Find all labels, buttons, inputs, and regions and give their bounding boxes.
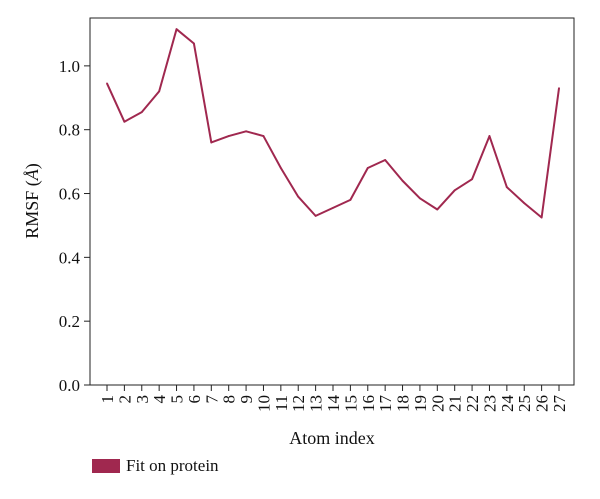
data-point: [558, 87, 560, 89]
data-point: [141, 111, 143, 113]
x-tick-label: 21: [446, 395, 465, 412]
y-tick-label: 1.0: [59, 57, 80, 76]
data-point: [297, 196, 299, 198]
data-point: [263, 135, 265, 137]
data-point: [193, 43, 195, 45]
data-point: [436, 209, 438, 211]
data-point: [228, 135, 230, 137]
data-point: [210, 142, 212, 144]
y-axis-title-text: RMSF (: [22, 180, 43, 239]
plot-frame: [90, 18, 574, 385]
data-point: [245, 130, 247, 132]
series-line-fit-on-protein: [107, 29, 559, 217]
x-tick-label: 26: [533, 395, 552, 412]
x-tick-label: 3: [133, 395, 152, 404]
legend-label: Fit on protein: [126, 456, 219, 475]
x-tick-label: 11: [272, 395, 291, 411]
data-point: [367, 167, 369, 169]
x-tick-label: 8: [220, 395, 239, 404]
data-point: [123, 121, 125, 123]
data-point: [176, 28, 178, 30]
data-point: [471, 178, 473, 180]
data-point: [506, 186, 508, 188]
data-point: [402, 180, 404, 182]
data-point: [315, 215, 317, 217]
x-tick-label: 2: [115, 395, 134, 404]
x-tick-label: 18: [394, 395, 413, 412]
data-point: [419, 197, 421, 199]
y-axis-ticks: 0.0 0.2 0.4 0.6 0.8 1.0: [59, 57, 90, 395]
x-tick-label: 24: [498, 395, 517, 413]
x-tick-label: 19: [411, 395, 430, 412]
x-tick-label: 20: [428, 395, 447, 412]
y-axis-title: RMSF (Å): [22, 163, 43, 239]
x-tick-label: 27: [550, 395, 569, 413]
data-point: [384, 159, 386, 161]
legend: Fit on protein: [92, 456, 219, 475]
x-tick-label: 6: [185, 395, 204, 404]
y-tick-label: 0.0: [59, 376, 80, 395]
y-tick-label: 0.6: [59, 185, 80, 204]
data-point: [541, 217, 543, 219]
data-point: [454, 189, 456, 191]
data-point: [106, 83, 108, 85]
y-axis-title-close: ): [22, 163, 43, 169]
x-tick-label: 15: [341, 395, 360, 412]
x-axis-title: Atom index: [289, 428, 375, 448]
x-tick-label: 4: [150, 395, 169, 404]
x-tick-label: 1: [98, 395, 117, 404]
y-tick-label: 0.8: [59, 121, 80, 140]
data-point: [523, 202, 525, 204]
x-tick-label: 22: [463, 395, 482, 412]
y-tick-label: 0.4: [59, 248, 81, 267]
x-tick-label: 10: [254, 395, 273, 412]
data-point: [489, 135, 491, 137]
y-tick-label: 0.2: [59, 312, 80, 331]
data-point: [280, 167, 282, 169]
x-tick-label: 17: [376, 395, 395, 413]
series-group: [106, 28, 560, 218]
x-tick-label: 5: [168, 395, 187, 404]
x-tick-label: 7: [202, 395, 221, 404]
x-tick-label: 13: [307, 395, 326, 412]
x-tick-label: 9: [237, 395, 256, 404]
x-tick-label: 14: [324, 395, 343, 413]
x-tick-label: 16: [359, 395, 378, 412]
x-tick-label: 25: [515, 395, 534, 412]
x-tick-label: 12: [289, 395, 308, 412]
x-axis-ticks: 1234567891011121314151617181920212223242…: [98, 385, 569, 412]
data-point: [158, 91, 160, 93]
data-point: [332, 207, 334, 209]
legend-swatch: [92, 459, 120, 473]
data-point: [349, 199, 351, 201]
x-tick-label: 23: [480, 395, 499, 412]
